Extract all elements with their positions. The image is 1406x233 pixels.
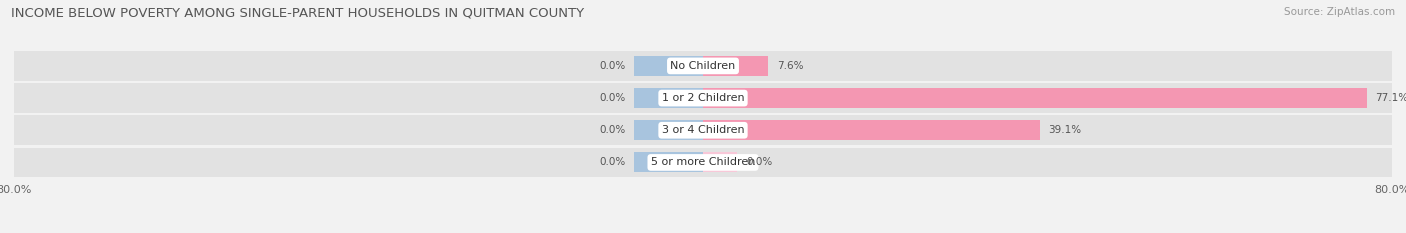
Text: 39.1%: 39.1%: [1049, 125, 1081, 135]
Text: 1 or 2 Children: 1 or 2 Children: [662, 93, 744, 103]
Bar: [14, 116, 1392, 145]
Bar: [14, 148, 1392, 177]
Bar: [703, 152, 738, 172]
Bar: [703, 88, 1367, 108]
Bar: [634, 120, 703, 140]
Text: INCOME BELOW POVERTY AMONG SINGLE-PARENT HOUSEHOLDS IN QUITMAN COUNTY: INCOME BELOW POVERTY AMONG SINGLE-PARENT…: [11, 7, 585, 20]
Text: Source: ZipAtlas.com: Source: ZipAtlas.com: [1284, 7, 1395, 17]
Text: 0.0%: 0.0%: [599, 158, 626, 168]
Text: 0.0%: 0.0%: [599, 61, 626, 71]
Bar: [634, 56, 703, 76]
Text: 77.1%: 77.1%: [1375, 93, 1406, 103]
Bar: [703, 120, 1039, 140]
Text: 7.6%: 7.6%: [778, 61, 804, 71]
Legend: Single Father, Single Mother: Single Father, Single Mother: [596, 231, 810, 233]
Text: 0.0%: 0.0%: [599, 93, 626, 103]
Text: 3 or 4 Children: 3 or 4 Children: [662, 125, 744, 135]
Text: No Children: No Children: [671, 61, 735, 71]
Bar: [634, 152, 703, 172]
Text: 0.0%: 0.0%: [599, 125, 626, 135]
Bar: [14, 83, 1392, 113]
Bar: [634, 88, 703, 108]
Bar: [14, 51, 1392, 81]
Bar: [703, 56, 769, 76]
Text: 5 or more Children: 5 or more Children: [651, 158, 755, 168]
Text: 0.0%: 0.0%: [747, 158, 772, 168]
